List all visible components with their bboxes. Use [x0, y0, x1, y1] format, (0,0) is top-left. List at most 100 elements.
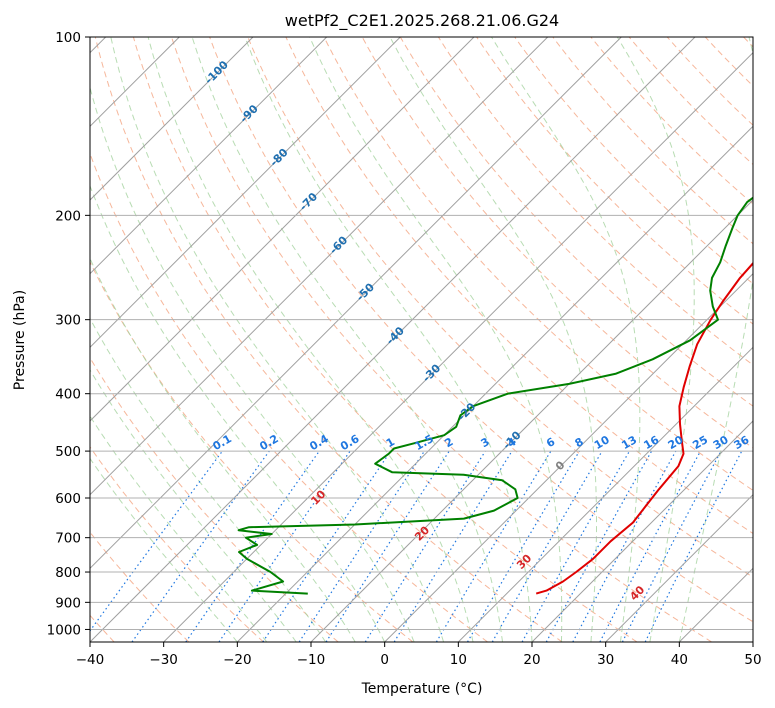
dry-adiabat-line — [437, 37, 753, 366]
isotherm-line — [678, 567, 753, 642]
mixing-ratio-line — [298, 450, 425, 642]
mixing-ratio-label: 13 — [619, 433, 639, 452]
y-tick-label: 600 — [55, 491, 81, 507]
mixing-ratio-line — [466, 450, 580, 642]
mixing-ratio-label: 6 — [544, 435, 557, 450]
mixing-ratio-label: 0.6 — [338, 432, 362, 453]
isotherms — [90, 37, 753, 642]
mixing-ratio-line — [572, 450, 677, 642]
mixing-ratio-line — [185, 450, 320, 642]
dry-adiabat-line — [90, 260, 414, 642]
mixing-ratio-line — [325, 450, 450, 642]
mixing-ratio-label: 3 — [479, 435, 492, 450]
y-axis-title: Pressure (hPa) — [12, 290, 28, 390]
isotherm-line — [90, 37, 475, 422]
moist-adiabat-line — [90, 415, 268, 642]
y-tick-label: 200 — [55, 208, 81, 224]
x-tick-label: −10 — [297, 652, 326, 668]
mixing-ratio-label: 0.2 — [257, 432, 280, 453]
x-axis: −40 −30 −20 −10 0 10 20 30 40 50 — [76, 642, 762, 668]
moist-adiabat-line — [90, 317, 327, 642]
dry-adiabat-line — [399, 37, 753, 407]
y-tick-label: 500 — [55, 444, 81, 460]
mixing-ratio-line — [545, 450, 653, 642]
dry-adiabat-line — [90, 356, 339, 642]
dry-adiabat-label: 20 — [412, 523, 432, 543]
isotherm-line — [457, 346, 753, 642]
chart-title: wetPf2_C2E1.2025.268.21.06.G24 — [285, 11, 559, 31]
moist-adiabat-line — [678, 37, 753, 642]
moist-adiabat-line — [110, 37, 445, 642]
moist-adiabat-line — [309, 37, 563, 642]
isotherm-label: -100 — [202, 58, 231, 87]
isotherm-line — [90, 37, 696, 642]
dry-adiabat-line — [514, 37, 753, 285]
x-axis-title: Temperature (°C) — [361, 681, 483, 697]
mixing-ratio-line — [131, 450, 270, 642]
dry-adiabat-line — [90, 446, 264, 642]
isotherm-line — [163, 51, 753, 642]
mixing-ratio-line — [218, 450, 351, 642]
y-tick-label: 100 — [55, 30, 81, 46]
isotherm-line — [531, 420, 753, 642]
y-tick-label: 300 — [55, 313, 81, 329]
x-tick-label: 30 — [597, 652, 614, 668]
mixing-ratio-label: 25 — [690, 433, 710, 452]
isotherm-line — [90, 37, 401, 349]
moist-adiabat-line — [244, 37, 533, 642]
moist-adiabats — [90, 37, 753, 642]
mixing-ratio-label: 1.5 — [412, 432, 435, 453]
dry-adiabat-line — [171, 37, 712, 642]
isotherm-line — [90, 37, 622, 570]
moist-adiabat-line — [90, 457, 238, 642]
dry-adiabat-line — [132, 37, 638, 642]
mixing-ratio-line — [364, 450, 486, 642]
x-tick-label: 0 — [380, 652, 389, 668]
x-tick-label: 40 — [671, 652, 688, 668]
isotherm-labels: -100-90-80-70-60-50-40-30-20-100 — [202, 58, 567, 473]
dry-adiabat-line — [743, 37, 753, 48]
dry-adiabat-line — [666, 37, 753, 126]
mixing-ratio-label: 0.4 — [307, 432, 331, 453]
y-tick-label: 700 — [55, 531, 81, 547]
mixing-ratio-line — [644, 450, 743, 642]
isotherm-label: -40 — [384, 324, 407, 347]
isotherm-line — [752, 641, 753, 642]
background-lines — [90, 37, 753, 642]
isotherm-label: -60 — [327, 233, 350, 256]
mixing-ratio-line — [435, 450, 552, 642]
moist-adiabat-line — [616, 37, 695, 642]
x-tick-label: 20 — [523, 652, 540, 668]
moist-adiabat-line — [90, 85, 415, 642]
isotherm-line — [90, 37, 328, 275]
dry-adiabat-line — [247, 37, 753, 578]
mixing-ratio-label: 2 — [442, 435, 455, 450]
y-tick-label: 900 — [55, 595, 81, 611]
x-tick-label: 10 — [450, 652, 467, 668]
mixing-ratio-lines — [90, 450, 743, 642]
y-axis: 1000 900 800 700 600 500 400 300 200 100 — [47, 30, 90, 638]
x-tick-label: −30 — [149, 652, 178, 668]
y-tick-label: 1000 — [47, 622, 81, 638]
dry-adiabat-line — [476, 37, 753, 325]
moist-adiabat-line — [191, 37, 503, 642]
dewpoint-line — [237, 196, 753, 595]
dry-adiabat-line — [704, 37, 753, 87]
mixing-ratio-label: 10 — [592, 433, 612, 452]
isobars — [90, 37, 753, 630]
mixing-ratio-line — [90, 450, 223, 632]
moist-adiabat-line — [147, 37, 474, 642]
isotherm-line — [310, 199, 753, 642]
isotherm-line — [384, 272, 753, 642]
dry-adiabat-line — [94, 37, 563, 642]
dry-adiabat-line — [323, 37, 753, 491]
isotherm-line — [90, 37, 254, 201]
moist-adiabat-line — [90, 369, 297, 642]
isotherm-label: 0 — [553, 458, 568, 473]
moist-adiabat-line — [389, 37, 597, 642]
mixing-ratio-line — [262, 450, 392, 642]
dry-adiabat-line — [90, 531, 190, 642]
isotherm-line — [605, 493, 753, 642]
